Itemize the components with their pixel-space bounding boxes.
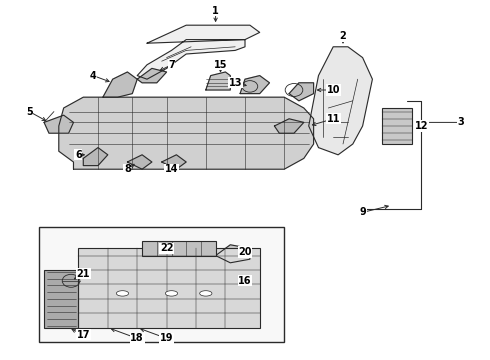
Text: 8: 8 xyxy=(124,164,131,174)
Text: 5: 5 xyxy=(26,107,33,117)
Text: 4: 4 xyxy=(90,71,97,81)
Text: 16: 16 xyxy=(238,276,252,286)
Text: 3: 3 xyxy=(457,117,464,127)
Ellipse shape xyxy=(165,291,177,296)
Text: 22: 22 xyxy=(160,243,173,253)
Text: 2: 2 xyxy=(340,31,346,41)
Ellipse shape xyxy=(200,291,212,296)
Text: 21: 21 xyxy=(76,269,90,279)
Text: 1: 1 xyxy=(212,6,219,16)
Bar xyxy=(142,241,216,256)
Text: 19: 19 xyxy=(160,333,173,343)
Bar xyxy=(78,248,260,328)
Text: 6: 6 xyxy=(75,150,82,160)
Text: 13: 13 xyxy=(228,78,242,88)
Polygon shape xyxy=(206,72,230,90)
Text: 14: 14 xyxy=(165,164,178,174)
Polygon shape xyxy=(274,119,304,133)
Polygon shape xyxy=(162,155,186,169)
Polygon shape xyxy=(127,155,152,169)
Polygon shape xyxy=(240,76,270,94)
Bar xyxy=(44,270,78,328)
Polygon shape xyxy=(83,148,108,166)
Text: 11: 11 xyxy=(326,114,340,124)
Ellipse shape xyxy=(117,291,128,296)
Polygon shape xyxy=(137,68,167,83)
Bar xyxy=(39,227,284,342)
Polygon shape xyxy=(137,25,260,79)
Polygon shape xyxy=(103,72,137,97)
Text: 12: 12 xyxy=(415,121,428,131)
Polygon shape xyxy=(59,97,314,169)
Text: 18: 18 xyxy=(130,333,144,343)
Text: 20: 20 xyxy=(238,247,252,257)
Polygon shape xyxy=(309,47,372,155)
Polygon shape xyxy=(289,83,314,101)
Text: 17: 17 xyxy=(76,330,90,340)
Polygon shape xyxy=(216,245,250,263)
Polygon shape xyxy=(44,115,74,133)
Text: 15: 15 xyxy=(214,60,227,70)
Text: 10: 10 xyxy=(326,85,340,95)
Text: 9: 9 xyxy=(359,207,366,217)
Text: 7: 7 xyxy=(168,60,175,70)
Bar xyxy=(382,108,412,144)
